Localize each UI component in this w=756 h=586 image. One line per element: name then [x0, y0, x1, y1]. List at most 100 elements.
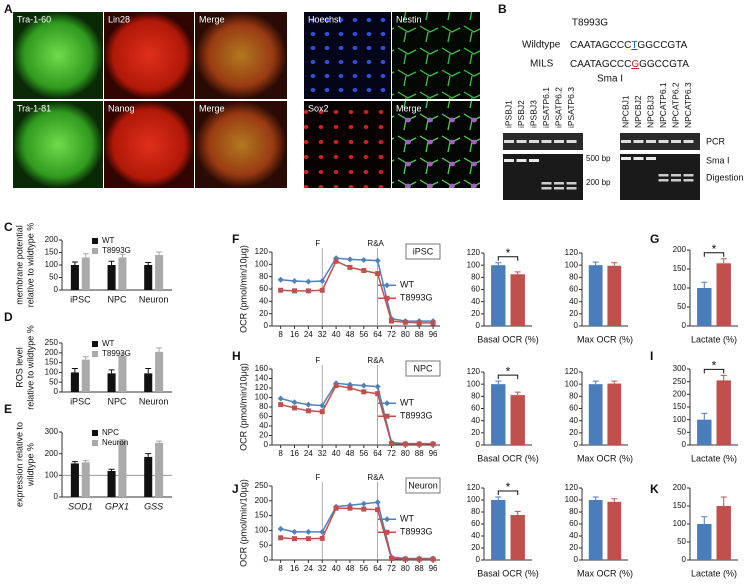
y-tick-label: 100 — [45, 470, 59, 479]
chart: E 0 100 200 300 expression relative to wildtyp… — [4, 402, 172, 511]
y-tick-label: 80 — [259, 402, 268, 411]
band — [671, 179, 681, 182]
error-bar — [71, 461, 78, 464]
y-tick-label: 60 — [569, 285, 578, 294]
y-tick-label: 100 — [45, 368, 59, 377]
chart: C 0 50 100 150 200 membrane potential relative … — [4, 220, 172, 307]
y-tick-label: 100 — [565, 379, 579, 388]
legend-label: WT — [400, 398, 414, 408]
bar — [144, 265, 153, 290]
x-tick-label: 88 — [415, 449, 424, 458]
point — [361, 389, 367, 395]
band — [633, 140, 644, 143]
band — [529, 140, 539, 143]
y-axis-label: OCR (pmol/min/10μg) — [238, 363, 248, 451]
x-tick-label: Neuron — [139, 396, 169, 406]
y-tick-label: 120 — [255, 383, 269, 392]
bar — [118, 257, 127, 290]
y-tick-label: 200 — [45, 235, 59, 244]
y-tick-label: 80 — [471, 272, 480, 281]
bar — [716, 263, 731, 326]
y-axis-label: OCR (pmol/min/10μg) — [238, 245, 248, 333]
panel-letter: I — [650, 349, 653, 363]
point — [375, 391, 381, 397]
point — [347, 385, 353, 391]
x-tick-label: Basal OCR (%) — [477, 568, 539, 578]
bar — [81, 257, 90, 290]
band — [658, 179, 669, 182]
error-bar — [611, 380, 618, 384]
y-tick-label: 0 — [682, 440, 687, 449]
error-bar — [82, 460, 89, 463]
y-tick-label: 20 — [569, 309, 578, 318]
y-tick-label: 0 — [574, 321, 579, 330]
lane-label: NPCBJ1 — [620, 95, 630, 128]
band — [621, 140, 631, 143]
bar — [144, 456, 153, 497]
legend-label: Neuron — [102, 438, 128, 447]
y-tick-label: 0 — [264, 440, 269, 449]
error-bar — [71, 261, 78, 265]
x-tick-label: 56 — [359, 449, 368, 458]
chart: 0 20 40 60 80 100 120 Basal OCR (%) * — [467, 364, 539, 463]
y-tick-label: 100 — [255, 259, 269, 268]
band — [621, 157, 631, 160]
band — [516, 140, 527, 143]
band — [633, 157, 644, 160]
y-tick-label: 100 — [255, 393, 269, 402]
point — [333, 505, 339, 511]
x-tick-label: 56 — [359, 564, 368, 573]
y-tick-label: 80 — [569, 272, 578, 281]
bar — [588, 384, 603, 445]
y-tick-label: 50 — [677, 427, 686, 436]
y-tick-label: 200 — [255, 496, 269, 505]
significance-bracket — [703, 252, 725, 257]
x-tick-label: 8 — [278, 330, 283, 339]
band — [658, 174, 669, 177]
y-tick-label: 60 — [471, 285, 480, 294]
y-tick-label: 50 — [49, 273, 58, 282]
x-tick-label: iPSC — [70, 396, 91, 406]
x-tick-label: 24 — [304, 564, 313, 573]
x-tick-label: 24 — [304, 330, 313, 339]
y-tick-label: 60 — [259, 412, 268, 421]
chart: F 0 20 40 60 80 100 120 OCR (pmol/min/10μg) 8 16 24… — [232, 232, 441, 339]
error-bar — [592, 496, 599, 500]
bar — [491, 384, 506, 445]
y-tick-label: 140 — [255, 374, 269, 383]
y-tick-label: 20 — [259, 431, 268, 440]
bar — [697, 524, 712, 560]
gel-label: PCR — [706, 136, 726, 146]
y-tick-label: 100 — [45, 260, 59, 269]
legend-label: T8993G — [400, 527, 433, 537]
point — [360, 257, 367, 264]
tile-label: Nanog — [108, 103, 135, 113]
bar — [716, 506, 731, 560]
panel-letter: A — [4, 2, 13, 16]
sequence: CAATAGCCCGGGCCGTA — [570, 59, 689, 70]
y-tick-label: 100 — [673, 519, 687, 528]
y-tick-label: 0 — [54, 387, 59, 396]
seq-base: G — [631, 59, 639, 70]
band — [671, 174, 681, 177]
micrograph — [304, 101, 391, 188]
panel-letter: H — [232, 349, 241, 363]
point — [319, 535, 325, 541]
bar — [107, 265, 116, 290]
point — [278, 535, 284, 541]
point — [361, 506, 367, 512]
tile-label: Merge — [199, 103, 225, 113]
band — [683, 140, 694, 143]
event-label: F — [315, 473, 320, 482]
legend-marker — [384, 282, 390, 289]
tile-label: Sox2 — [308, 103, 329, 113]
significance-bracket — [497, 256, 519, 261]
point — [277, 395, 284, 402]
y-tick-label: 40 — [569, 531, 578, 540]
y-tick-label: 0 — [264, 555, 269, 564]
point — [291, 399, 298, 406]
y-tick-label: 40 — [471, 297, 480, 306]
band — [646, 157, 656, 160]
cell-box — [405, 477, 441, 494]
y-tick-label: 100 — [673, 283, 687, 292]
